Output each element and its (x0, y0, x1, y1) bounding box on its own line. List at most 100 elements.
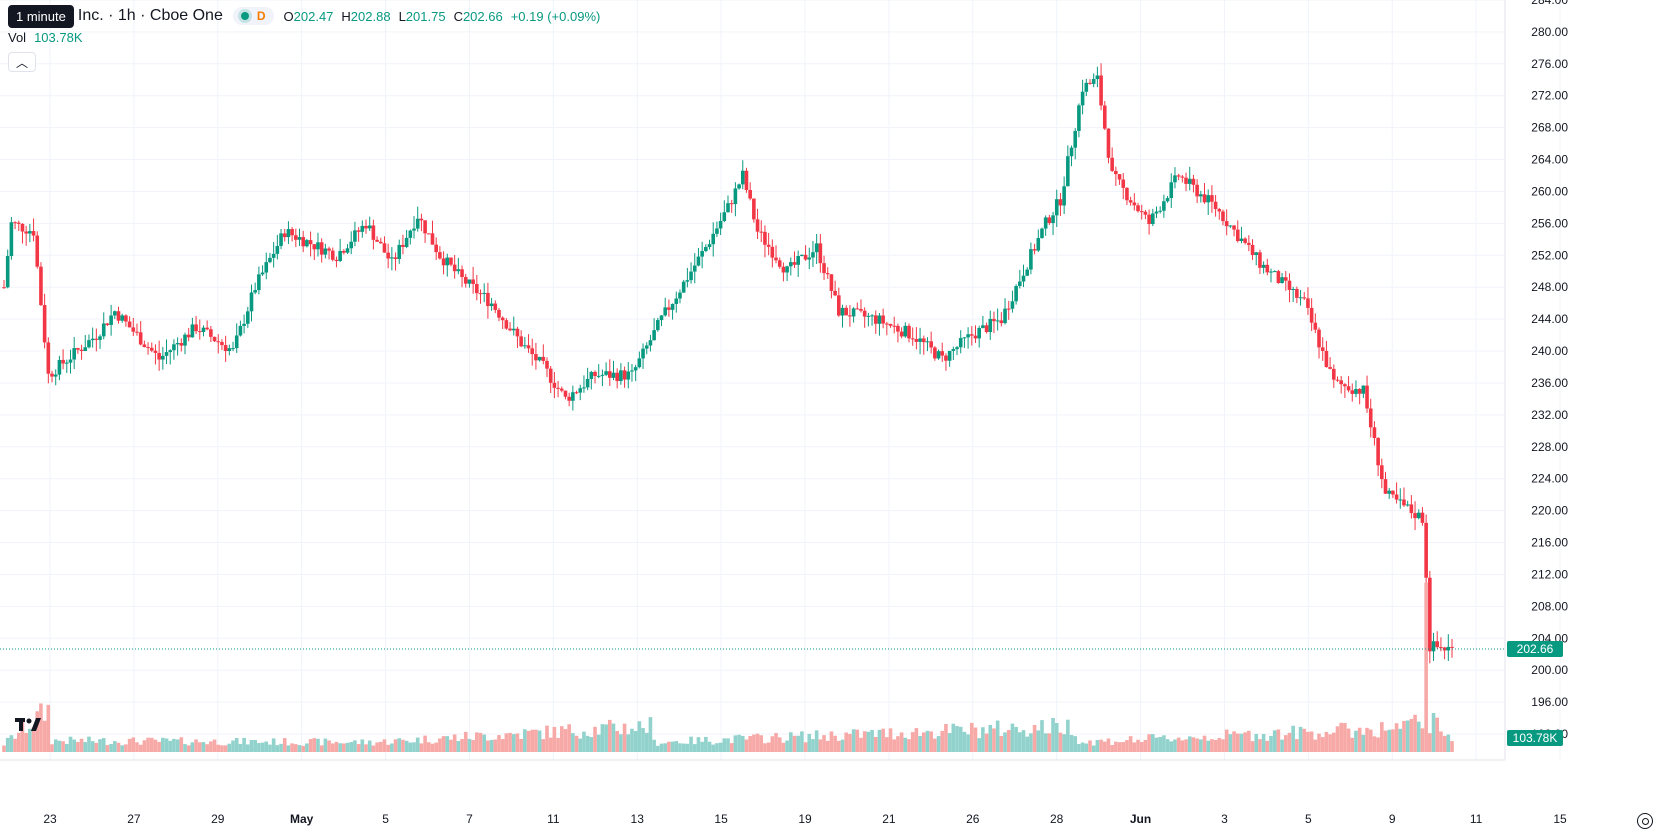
volume-bar (282, 738, 287, 752)
market-status[interactable]: D (232, 7, 274, 25)
volume-bar (1247, 730, 1251, 752)
time-tick-label: 28 (1050, 812, 1064, 826)
volume-bar (28, 728, 32, 752)
volume-bar (124, 744, 128, 752)
volume-bar (774, 733, 778, 752)
volume-bar (567, 724, 571, 752)
candle-body (334, 259, 339, 261)
candle-body (426, 233, 431, 235)
symbol-title[interactable]: Inc. · 1h · Cboe One (77, 7, 223, 24)
candle-body (840, 307, 845, 316)
volume-bar (670, 741, 675, 752)
candle-body (604, 371, 608, 375)
candle-body (353, 230, 357, 242)
candle-body (792, 262, 797, 265)
volume-bar (914, 728, 919, 752)
price-tick-label: 272.00 (1531, 89, 1568, 103)
volume-bar (1221, 739, 1225, 752)
volume-bar (98, 739, 102, 752)
volume-bar (1313, 739, 1318, 752)
candle-body (1136, 205, 1140, 212)
volume-bar (275, 745, 280, 752)
candle-body (113, 311, 117, 316)
price-tick-label: 236.00 (1531, 376, 1568, 390)
candle-body (83, 347, 88, 351)
candle-body (885, 323, 889, 325)
candle-body (1232, 225, 1236, 230)
volume-bar (1069, 735, 1074, 752)
candle-body (397, 244, 402, 259)
volume-bar (615, 731, 619, 752)
price-tick-label: 276.00 (1531, 57, 1568, 71)
volume-bar (881, 728, 885, 752)
candle-body (611, 372, 616, 378)
volume-label: Vol (8, 30, 27, 45)
volume-bar (478, 732, 483, 752)
candle-body (563, 390, 568, 397)
time-tick-label: May (290, 812, 314, 826)
volume-bar (120, 745, 125, 752)
volume-bar (966, 734, 970, 752)
volume-bar (541, 739, 546, 752)
volume-bar (146, 737, 150, 752)
candle-body (1280, 277, 1284, 284)
volume-bar (1435, 717, 1440, 752)
candle-body (312, 244, 317, 250)
volume-bar (35, 711, 40, 752)
candle-body (1180, 176, 1185, 178)
candle-body (223, 345, 228, 352)
candle-body (788, 262, 793, 267)
candle-body (486, 292, 490, 307)
candle-body (1169, 182, 1174, 199)
candle-body (57, 359, 62, 375)
candle-body (475, 284, 479, 294)
volume-bar (559, 726, 564, 752)
volume-bar (1350, 737, 1355, 752)
candle-body (567, 396, 571, 401)
collapse-legend-button[interactable]: ︿ (8, 52, 36, 72)
candle-body (1217, 208, 1222, 212)
candle-body (552, 382, 557, 388)
candle-body (955, 347, 959, 350)
candle-body (807, 257, 812, 260)
volume-bar (434, 742, 438, 752)
volume-bar (68, 736, 73, 752)
ohlc-values: O202.47 H202.88 L201.75 C202.66 +0.19 (+… (284, 9, 601, 24)
candle-body (914, 339, 919, 342)
volume-bar (441, 736, 446, 752)
volume-bar (582, 731, 586, 752)
candle-body (205, 327, 209, 330)
volume-bar (1232, 731, 1236, 752)
volume-bar (885, 737, 889, 752)
candle-body (1431, 641, 1436, 652)
legend-header: 1 minute Inc. · 1h · Cboe One D O202.47 … (8, 4, 600, 28)
candle-body (873, 315, 878, 324)
volume-bar (131, 737, 136, 752)
volume-bar (242, 737, 246, 752)
volume-bar (1195, 738, 1199, 752)
volume-bar (360, 739, 365, 752)
volume-bar (733, 735, 738, 752)
volume-bar (378, 741, 383, 752)
candle-body (415, 218, 420, 229)
volume-bar (563, 729, 568, 752)
volume-bar (231, 740, 235, 752)
candle-body (637, 358, 642, 368)
volume-bar (940, 730, 945, 752)
volume-bar (161, 737, 165, 752)
candle-body (1354, 388, 1358, 394)
candle-body (9, 222, 14, 257)
volume-bar (907, 739, 911, 752)
candle-body (301, 237, 306, 247)
volume-bar (1239, 733, 1244, 752)
candle-body (1405, 504, 1410, 506)
volume-bar (1413, 714, 1417, 752)
settings-icon[interactable] (1637, 813, 1653, 829)
volume-bar (1054, 722, 1059, 752)
candle-body (622, 370, 627, 380)
candle-body (245, 311, 250, 324)
tradingview-logo-icon[interactable] (14, 714, 44, 736)
candle-body (471, 279, 475, 285)
volume-bar (386, 744, 390, 752)
